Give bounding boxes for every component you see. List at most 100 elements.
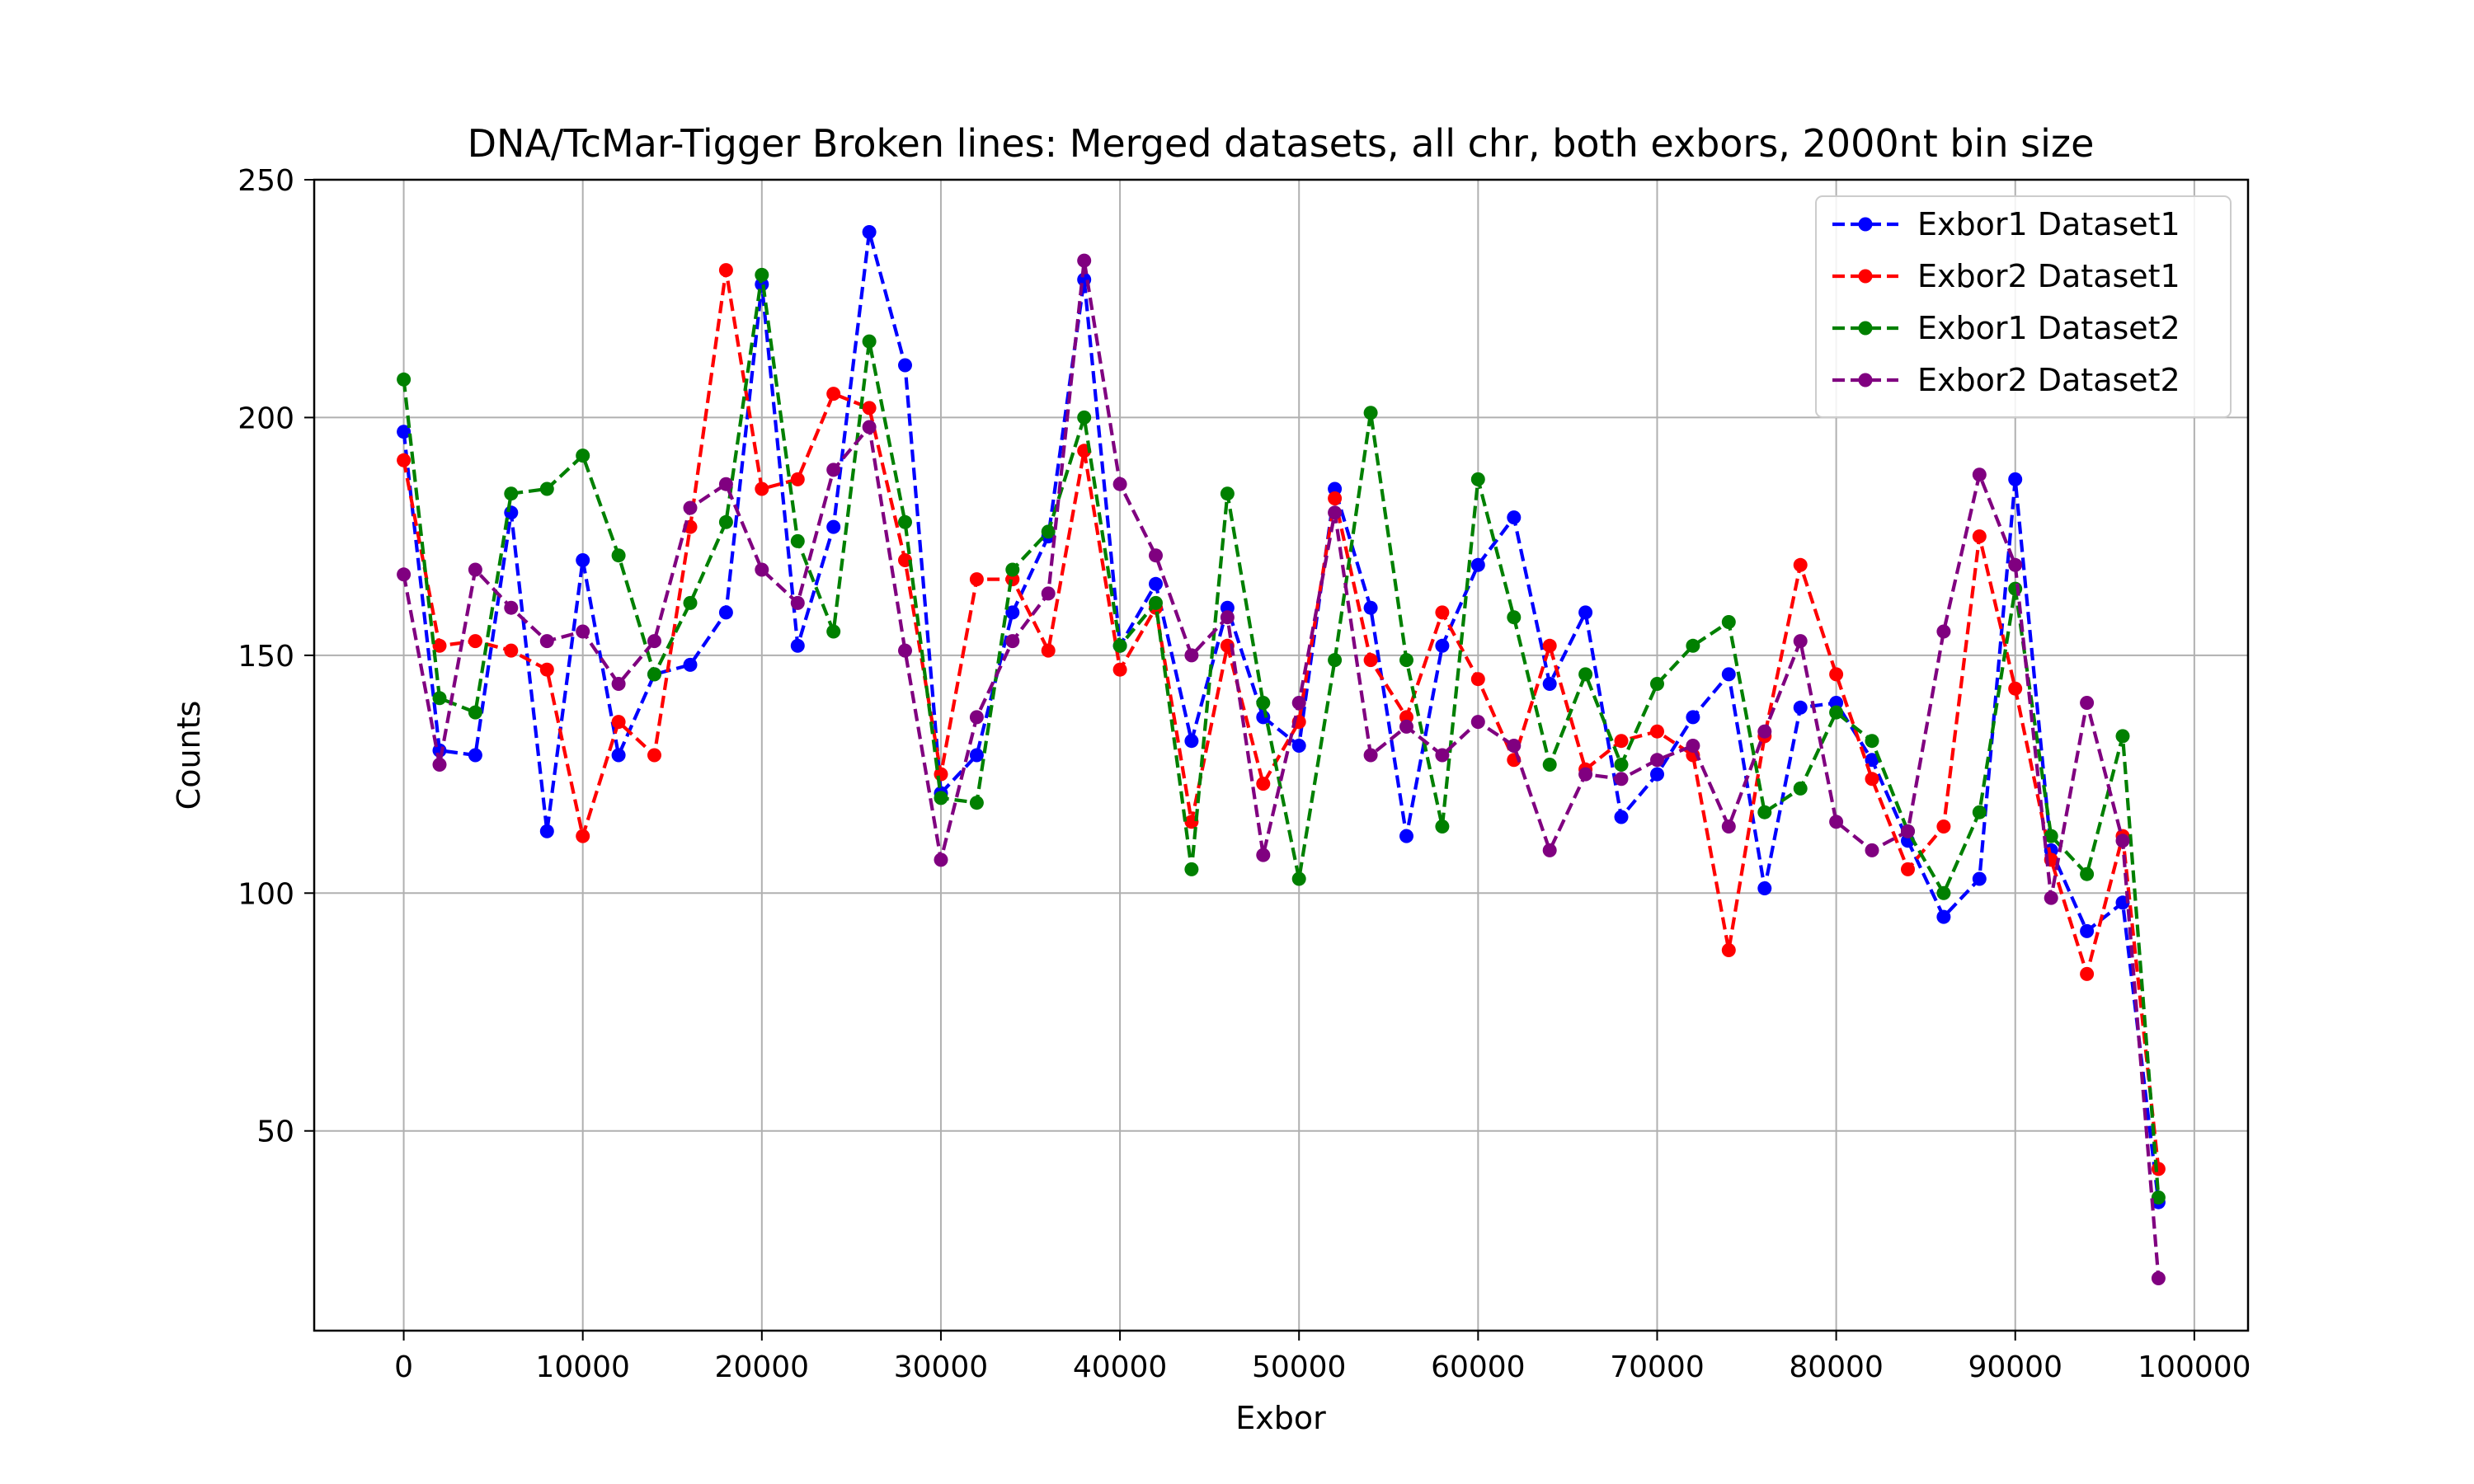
data-point bbox=[2044, 890, 2058, 905]
y-tick-label: 250 bbox=[238, 164, 294, 198]
data-point bbox=[1507, 739, 1522, 753]
data-point bbox=[1220, 610, 1235, 625]
x-tick-label: 40000 bbox=[1073, 1350, 1168, 1384]
x-tick-label: 70000 bbox=[1610, 1350, 1705, 1384]
data-point bbox=[1972, 871, 1987, 886]
data-point bbox=[1041, 643, 1056, 658]
data-point bbox=[1972, 467, 1987, 482]
data-point bbox=[576, 829, 590, 843]
data-point bbox=[1650, 767, 1664, 782]
legend-label: Exbor2 Dataset1 bbox=[1917, 258, 2180, 294]
data-point bbox=[1184, 862, 1199, 876]
data-point bbox=[397, 567, 412, 582]
legend-label: Exbor2 Dataset2 bbox=[1917, 362, 2180, 398]
series-exbor1-dataset2 bbox=[397, 267, 2166, 1205]
data-point bbox=[755, 562, 769, 577]
data-point bbox=[1829, 815, 1844, 829]
data-point bbox=[683, 500, 698, 515]
data-point bbox=[1005, 605, 1020, 620]
y-tick-label: 50 bbox=[256, 1115, 294, 1149]
data-point bbox=[1721, 615, 1736, 629]
data-point bbox=[1291, 871, 1306, 886]
data-point bbox=[2151, 1162, 2166, 1176]
data-point bbox=[862, 334, 877, 349]
data-point bbox=[862, 225, 877, 239]
data-point bbox=[1650, 677, 1664, 691]
data-point bbox=[1972, 529, 1987, 544]
data-point bbox=[2080, 866, 2095, 881]
legend-label: Exbor1 Dataset1 bbox=[1917, 206, 2180, 242]
data-point bbox=[1936, 909, 1951, 924]
data-point bbox=[826, 519, 841, 534]
data-point bbox=[1328, 653, 1343, 668]
data-point bbox=[647, 748, 661, 763]
legend-marker bbox=[1858, 217, 1873, 232]
data-point bbox=[647, 634, 661, 649]
data-point bbox=[397, 425, 412, 439]
data-point bbox=[1757, 805, 1772, 819]
data-point bbox=[969, 796, 984, 810]
data-point bbox=[1435, 819, 1450, 834]
data-point bbox=[1614, 810, 1629, 824]
data-point bbox=[1901, 824, 1915, 838]
data-point bbox=[1829, 705, 1844, 720]
data-point bbox=[2080, 966, 2095, 981]
data-point bbox=[1507, 610, 1522, 625]
data-point bbox=[1578, 767, 1593, 782]
data-point bbox=[2008, 581, 2023, 596]
data-point bbox=[718, 605, 733, 620]
data-point bbox=[1005, 634, 1020, 649]
data-point bbox=[2008, 681, 2023, 696]
legend-label: Exbor1 Dataset2 bbox=[1917, 310, 2180, 346]
data-point bbox=[862, 401, 877, 416]
data-point bbox=[1721, 819, 1736, 834]
data-point bbox=[1112, 662, 1127, 677]
data-point bbox=[1399, 653, 1413, 668]
x-axis-label: Exbor bbox=[1235, 1400, 1326, 1436]
legend-marker bbox=[1858, 373, 1873, 387]
data-point bbox=[397, 372, 412, 387]
data-point bbox=[1578, 667, 1593, 682]
legend-entry: Exbor1 Dataset1 bbox=[1832, 206, 2180, 242]
data-point bbox=[1470, 672, 1485, 687]
data-point bbox=[1972, 805, 1987, 819]
data-point bbox=[2115, 729, 2130, 744]
data-point bbox=[1435, 638, 1450, 653]
data-point bbox=[504, 643, 519, 658]
data-point bbox=[2044, 829, 2058, 843]
data-point bbox=[1435, 748, 1450, 763]
data-point bbox=[1399, 719, 1413, 734]
data-point bbox=[2080, 696, 2095, 710]
data-point bbox=[1328, 491, 1343, 505]
data-point bbox=[969, 710, 984, 725]
series-group bbox=[397, 225, 2166, 1285]
data-point bbox=[1757, 724, 1772, 739]
data-point bbox=[718, 514, 733, 529]
data-point bbox=[1363, 600, 1378, 615]
legend-marker bbox=[1858, 321, 1873, 336]
data-point bbox=[898, 643, 912, 658]
data-point bbox=[2151, 1271, 2166, 1285]
data-point bbox=[1256, 696, 1271, 710]
data-point bbox=[1793, 781, 1808, 796]
data-point bbox=[2080, 923, 2095, 938]
data-point bbox=[790, 595, 805, 610]
data-point bbox=[790, 533, 805, 548]
data-point bbox=[539, 662, 554, 677]
data-point bbox=[1256, 777, 1271, 791]
data-point bbox=[1865, 734, 1879, 749]
data-point bbox=[1149, 595, 1163, 610]
data-point bbox=[611, 748, 626, 763]
data-point bbox=[432, 691, 447, 706]
data-point bbox=[1901, 862, 1915, 876]
data-point bbox=[432, 638, 447, 653]
data-point bbox=[1650, 753, 1664, 768]
data-point bbox=[1614, 734, 1629, 749]
data-point bbox=[1077, 253, 1092, 268]
data-point bbox=[1936, 624, 1951, 639]
data-point bbox=[1184, 648, 1199, 663]
data-point bbox=[1686, 638, 1700, 653]
data-point bbox=[1578, 605, 1593, 620]
